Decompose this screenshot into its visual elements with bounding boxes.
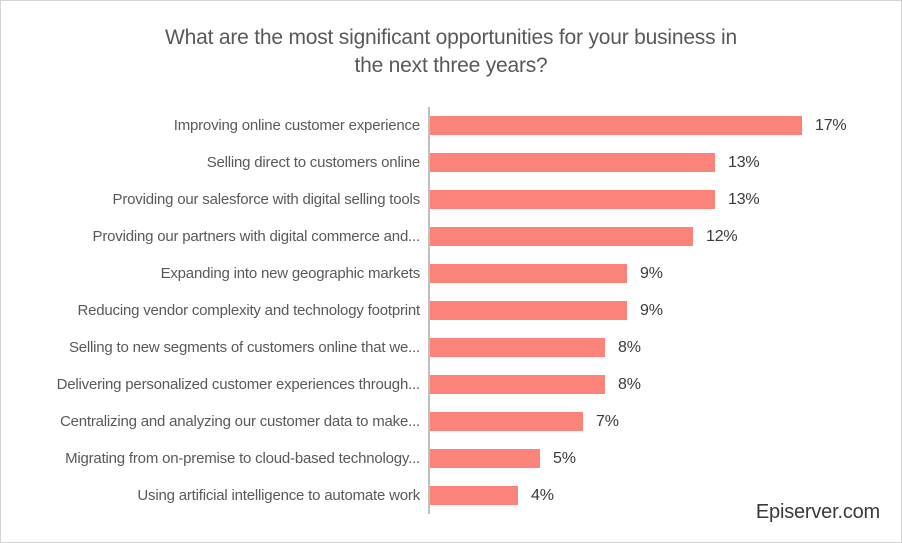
category-label: Selling direct to customers online: [206, 154, 421, 171]
value-label: 12%: [706, 227, 738, 245]
bar-track: 13%: [428, 181, 901, 218]
bar-track: 12%: [428, 218, 901, 255]
category-label: Centralizing and analyzing our customer …: [59, 413, 420, 430]
bar: [430, 190, 715, 209]
chart-row: Providing our salesforce with digital se…: [1, 181, 901, 218]
bar-track: 8%: [428, 366, 901, 403]
value-label: 8%: [618, 375, 641, 393]
category-label: Providing our partners with digital comm…: [92, 228, 421, 245]
source-label: Episerver.com: [755, 501, 880, 523]
chart-row: Providing our partners with digital comm…: [1, 218, 901, 255]
category-label: Migrating from on-premise to cloud-based…: [65, 450, 420, 467]
bar: [430, 338, 605, 357]
value-label: 9%: [640, 264, 663, 282]
value-label: 17%: [815, 116, 847, 134]
chart-title-line1: What are the most significant opportunit…: [165, 26, 737, 49]
chart-row: Selling direct to customers online 13%: [1, 144, 901, 181]
bar: [430, 449, 540, 468]
category-label: Using artificial intelligence to automat…: [137, 487, 420, 504]
chart-row: Migrating from on-premise to cloud-based…: [1, 440, 901, 477]
value-label: 5%: [553, 449, 576, 467]
bar-chart: Improving online customer experience 17% S…: [1, 107, 901, 514]
value-label: 4%: [531, 486, 554, 504]
bar-track: 9%: [428, 255, 901, 292]
category-label: Selling to new segments of customers onl…: [68, 339, 420, 356]
category-label: Reducing vendor complexity and technolog…: [77, 302, 420, 319]
value-label: 8%: [618, 338, 641, 356]
bar-track: 17%: [428, 107, 901, 144]
bar-track: 9%: [428, 292, 901, 329]
category-label: Delivering personalized customer experie…: [56, 376, 421, 393]
value-label: 13%: [728, 153, 760, 171]
bar: [430, 264, 627, 283]
chart-row: Using artificial intelligence to automat…: [1, 477, 901, 514]
bar: [430, 486, 518, 505]
category-label: Providing our salesforce with digital se…: [112, 191, 421, 208]
category-label: Expanding into new geographic markets: [160, 265, 421, 282]
chart-row: Centralizing and analyzing our customer …: [1, 403, 901, 440]
value-label: 13%: [728, 190, 760, 208]
chart-title-line2: the next three years?: [354, 53, 548, 77]
chart-row: Improving online customer experience 17%: [1, 107, 901, 144]
bar: [430, 301, 627, 320]
bar-track: 13%: [428, 144, 901, 181]
category-label: Improving online customer experience: [173, 117, 420, 134]
bar: [430, 412, 583, 431]
bar-track: 8%: [428, 329, 901, 366]
bar-track: 5%: [428, 440, 901, 477]
value-label: 7%: [596, 412, 619, 430]
chart-row: Delivering personalized customer experie…: [1, 366, 901, 403]
chart-row: Selling to new segments of customers onl…: [1, 329, 901, 366]
bar-track: 7%: [428, 403, 901, 440]
chart-title: What are the most significant opportunit…: [1, 24, 901, 79]
bar: [430, 227, 693, 246]
value-label: 9%: [640, 301, 663, 319]
chart-row: Reducing vendor complexity and technolog…: [1, 292, 901, 329]
bar: [430, 375, 605, 394]
chart-row: Expanding into new geographic markets 9%: [1, 255, 901, 292]
bar-track: 4%: [428, 477, 901, 514]
bar: [430, 153, 715, 172]
bar: [430, 116, 802, 135]
